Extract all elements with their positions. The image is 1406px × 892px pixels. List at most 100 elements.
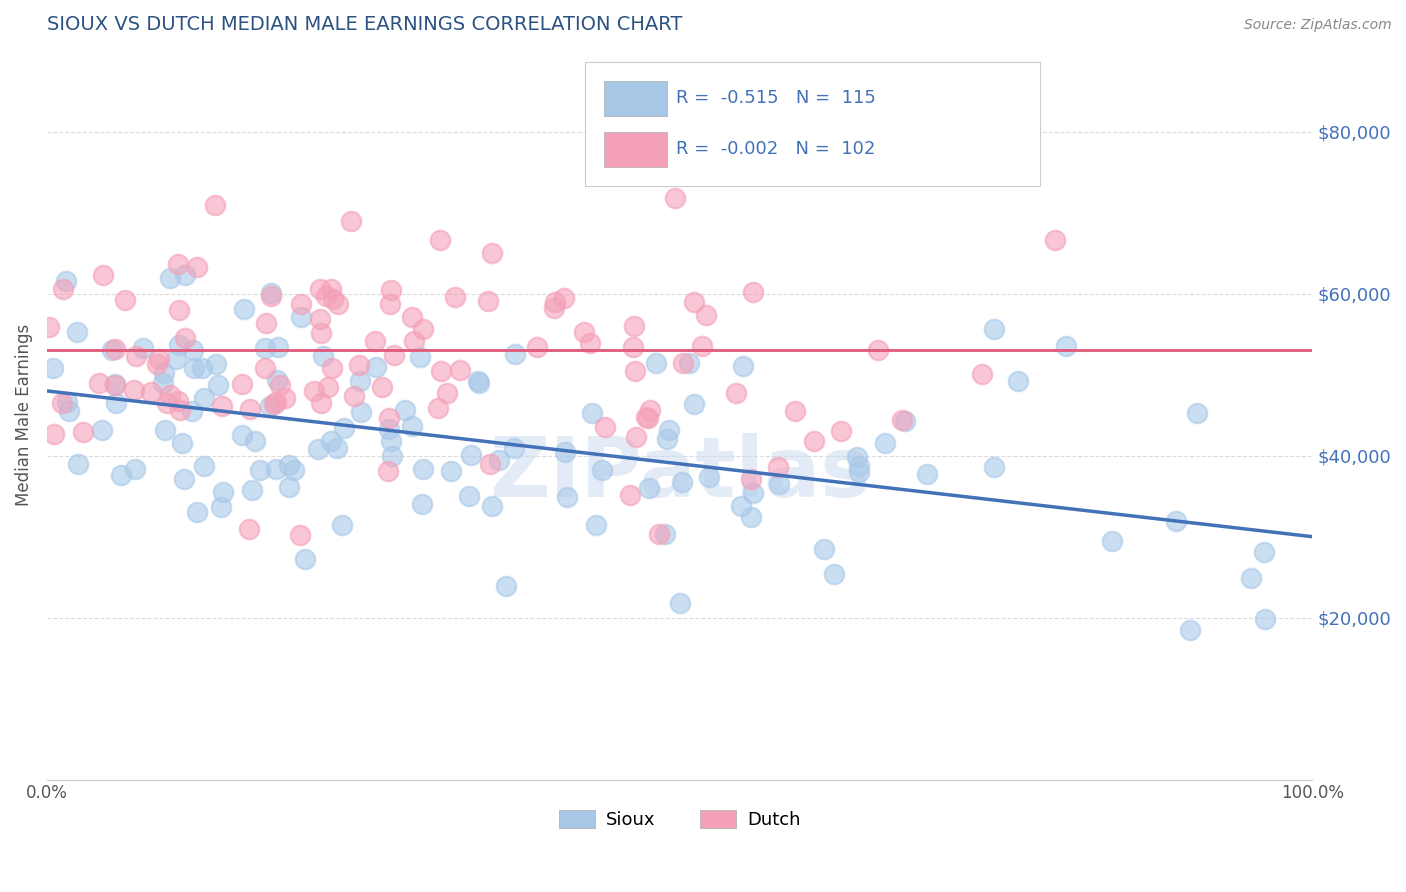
Point <box>56 394 79 409</box>
Point <box>502 441 524 455</box>
Point <box>91 423 114 437</box>
Point <box>209 500 232 514</box>
Point <box>683 294 706 309</box>
Point <box>740 472 762 486</box>
Point <box>66 325 89 339</box>
Point <box>1180 624 1202 638</box>
Point <box>591 463 613 477</box>
Point <box>401 310 423 324</box>
Point <box>579 336 602 351</box>
Point <box>458 489 481 503</box>
Point <box>866 343 889 358</box>
Point <box>159 388 181 402</box>
Point <box>156 396 179 410</box>
Point <box>848 458 870 473</box>
Point <box>315 289 337 303</box>
Point <box>449 363 471 377</box>
Point <box>638 481 661 495</box>
Point <box>308 312 330 326</box>
Legend: Sioux, Dutch: Sioux, Dutch <box>551 803 808 836</box>
Point <box>58 404 80 418</box>
Point <box>167 257 190 271</box>
Point <box>440 464 463 478</box>
Point <box>846 450 869 465</box>
Point <box>972 367 994 381</box>
Point <box>467 374 489 388</box>
Point <box>242 483 264 497</box>
Text: R =  -0.515   N =  115: R = -0.515 N = 115 <box>676 89 876 107</box>
Point <box>430 364 453 378</box>
Point <box>312 349 335 363</box>
Point <box>231 376 253 391</box>
Point <box>503 347 526 361</box>
Point <box>495 579 517 593</box>
Point <box>768 477 790 491</box>
Point <box>325 442 347 456</box>
Point <box>381 449 404 463</box>
Point <box>101 343 124 357</box>
Point <box>349 374 371 388</box>
Point <box>278 480 301 494</box>
Point <box>741 486 763 500</box>
Point <box>983 322 1005 336</box>
Point <box>893 414 915 428</box>
Point <box>380 283 402 297</box>
Point <box>186 505 208 519</box>
Point <box>638 402 661 417</box>
Point <box>186 260 208 274</box>
Text: ZIPatlas: ZIPatlas <box>489 433 870 514</box>
Point <box>380 434 402 448</box>
Point <box>654 526 676 541</box>
Point <box>124 462 146 476</box>
Point <box>183 361 205 376</box>
Point <box>377 465 399 479</box>
Point <box>104 342 127 356</box>
Point <box>173 472 195 486</box>
Point <box>343 389 366 403</box>
Point <box>55 274 77 288</box>
Point <box>52 282 75 296</box>
Point <box>672 356 695 370</box>
Point <box>231 427 253 442</box>
Point <box>645 356 668 370</box>
Point <box>174 268 197 282</box>
Point <box>1164 514 1187 528</box>
Point <box>330 517 353 532</box>
Point <box>204 198 226 212</box>
Point <box>460 448 482 462</box>
Point <box>488 453 510 467</box>
Point <box>105 395 128 409</box>
Point <box>574 325 596 339</box>
Point <box>468 376 491 390</box>
Point <box>181 404 204 418</box>
Point <box>288 528 311 542</box>
Point <box>294 551 316 566</box>
Point <box>263 397 285 411</box>
Point <box>740 510 762 524</box>
Text: R =  -0.002   N =  102: R = -0.002 N = 102 <box>676 140 875 158</box>
Point <box>193 459 215 474</box>
Point <box>207 378 229 392</box>
Point <box>813 541 835 556</box>
Point <box>148 352 170 367</box>
Point <box>205 358 228 372</box>
Point <box>264 394 287 409</box>
Point <box>404 334 426 348</box>
Point <box>658 423 681 437</box>
Point <box>1240 572 1263 586</box>
Point <box>875 435 897 450</box>
Point <box>481 499 503 513</box>
Point <box>266 373 288 387</box>
Point <box>174 331 197 345</box>
Point <box>333 421 356 435</box>
Point <box>104 376 127 391</box>
Point <box>1254 612 1277 626</box>
Point <box>274 391 297 405</box>
Point <box>621 340 644 354</box>
Point <box>585 517 607 532</box>
Point <box>785 404 807 418</box>
Point <box>308 282 330 296</box>
Point <box>766 460 789 475</box>
Point <box>731 359 754 374</box>
Point <box>238 523 260 537</box>
